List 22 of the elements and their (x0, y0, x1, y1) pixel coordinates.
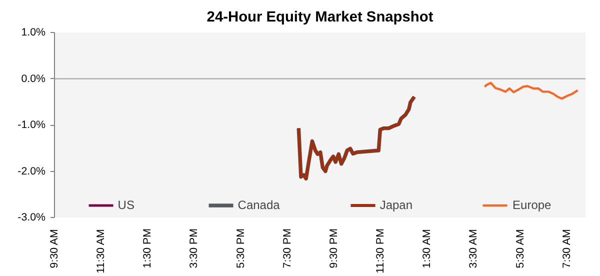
x-tick-label: 3:30 AM (468, 229, 480, 268)
x-tick-label: 9:30 AM (48, 229, 60, 268)
legend-label: Japan (380, 198, 413, 212)
x-tick-label: 7:30 AM (560, 229, 573, 268)
x-tick-label: 7:30 PM (281, 228, 294, 268)
x-tick-label: 11:30 AM (95, 229, 108, 274)
legend-label: Canada (238, 198, 280, 212)
y-tick-label: 1.0% (21, 26, 46, 38)
legend-label: US (118, 198, 136, 212)
x-tick-label: 1:30 AM (421, 229, 434, 268)
y-tick-label: 0.0% (21, 72, 46, 85)
y-tick-label: -3.0% (18, 212, 46, 224)
x-tick-label: 9:30 PM (328, 228, 340, 268)
x-tick-label: 5:30 PM (234, 228, 247, 268)
x-tick-label: 5:30 AM (514, 229, 526, 268)
chart-title: 24-Hour Equity Market Snapshot (206, 10, 434, 26)
legend-label: Europe (512, 198, 552, 212)
y-tick-label: -2.0% (18, 165, 46, 178)
x-tick-label: 1:30 PM (142, 228, 154, 268)
y-tick-label: -1.0% (18, 119, 46, 131)
x-tick-label: 3:30 PM (188, 228, 200, 268)
x-tick-label: 11:30 PM (374, 228, 387, 274)
